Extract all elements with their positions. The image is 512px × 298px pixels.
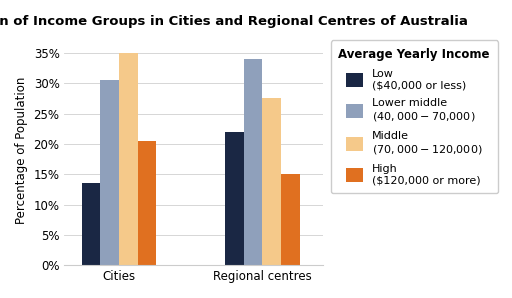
- Bar: [262, 98, 281, 265]
- Bar: [225, 132, 244, 265]
- Bar: [100, 80, 119, 265]
- Bar: [244, 59, 262, 265]
- Y-axis label: Percentage of Population: Percentage of Population: [15, 76, 28, 224]
- Bar: [281, 174, 300, 265]
- Legend: Low
($40,000 or less), Lower middle
($40,000-$70,000), Middle
($70,000-$120,000): Low ($40,000 or less), Lower middle ($40…: [331, 40, 498, 193]
- Bar: [81, 183, 100, 265]
- Bar: [119, 53, 138, 265]
- Title: Distribution of Income Groups in Cities and Regional Centres of Australia: Distribution of Income Groups in Cities …: [0, 15, 468, 28]
- Bar: [138, 141, 156, 265]
